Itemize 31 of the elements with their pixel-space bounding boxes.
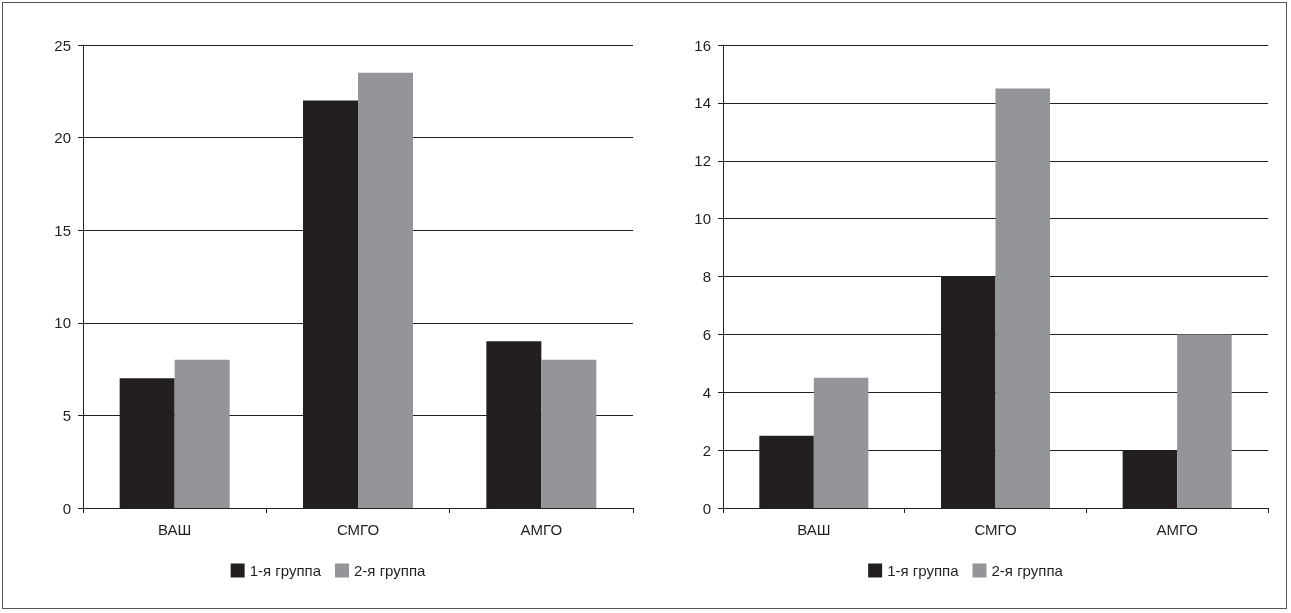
y-tick-label: 10 (54, 314, 71, 332)
legend-label: 2-я группа (354, 562, 427, 579)
x-tick-label: АМГО (520, 521, 563, 538)
bar (995, 88, 1050, 508)
x-tick-label: СМГО (974, 521, 1017, 538)
bar (358, 72, 413, 508)
x-tick-label: ВАШ (158, 521, 192, 538)
y-tick-label: 14 (694, 94, 711, 112)
x-tick-label: ВАШ (797, 521, 831, 538)
y-tick-label: 16 (694, 36, 711, 54)
bar (1177, 334, 1232, 508)
y-tick-label: 8 (702, 268, 711, 285)
bar (174, 359, 230, 508)
legend-label: 1-я группа (887, 562, 960, 579)
y-tick-label: 20 (54, 129, 71, 147)
y-tick-label: 0 (62, 499, 71, 517)
y-tick-label: 25 (54, 36, 71, 54)
legend-label: 2-я группа (991, 562, 1064, 579)
y-tick-label: 15 (54, 221, 71, 239)
y-tick-label: 5 (62, 406, 71, 424)
y-tick-label: 0 (702, 499, 711, 517)
bar (541, 359, 597, 508)
x-tick-label: АМГО (1156, 521, 1198, 538)
y-tick-label: 10 (694, 210, 711, 228)
bar (813, 377, 869, 508)
legend-label: 1-я группа (249, 562, 322, 579)
y-tick-label: 12 (694, 152, 711, 170)
y-tick-label: 4 (702, 383, 711, 401)
x-tick-label: СМГО (336, 521, 380, 538)
y-tick-label: 6 (702, 325, 711, 343)
y-tick-label: 2 (702, 441, 711, 459)
